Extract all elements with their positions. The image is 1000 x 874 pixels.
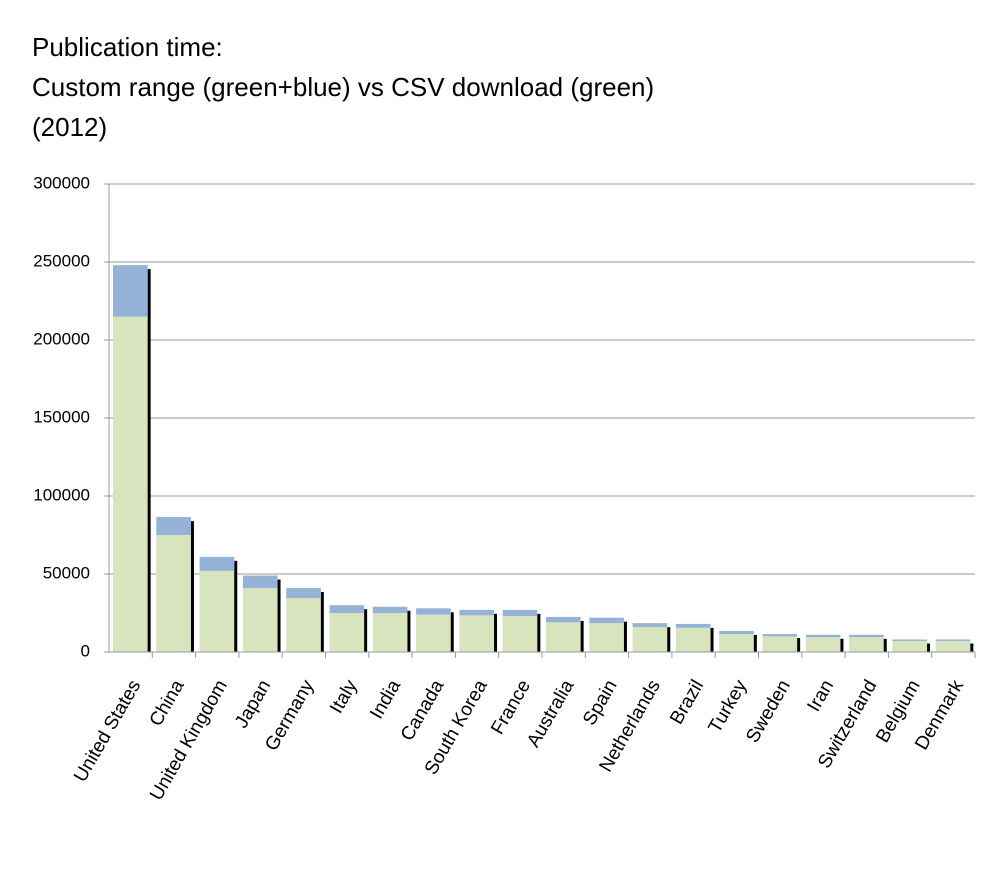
bar-segment [805, 634, 841, 638]
bar-segment [589, 617, 624, 624]
bar-segment [762, 636, 798, 652]
bar-segment [632, 623, 668, 628]
x-tick-label: United States [70, 677, 145, 786]
bar-segment [286, 598, 321, 652]
bar-segment [199, 556, 235, 571]
bar-shadow [927, 643, 931, 652]
y-tick-label: 0 [81, 641, 90, 660]
x-tick-label: Iran [804, 677, 839, 716]
y-tick-label: 250000 [33, 251, 90, 270]
bar-segment [632, 627, 668, 652]
bar-shadow [537, 613, 541, 652]
bar-segment [113, 316, 148, 652]
bar-segment [892, 639, 928, 642]
bar-segment [329, 613, 365, 652]
bar-shadow [623, 621, 627, 652]
x-tick-label: China [146, 676, 189, 730]
y-tick-label: 100000 [33, 485, 90, 504]
bar-shadow [234, 560, 238, 652]
x-tick-label: Japan [231, 677, 275, 732]
bar-shadow [580, 620, 584, 652]
bar-segment [546, 616, 581, 623]
bar-segment [156, 535, 191, 652]
bar-shadow [190, 521, 194, 652]
bar-shadow [450, 612, 454, 652]
bar-shadow [710, 627, 714, 652]
bar-segment [372, 606, 408, 613]
bar-segment [113, 265, 148, 317]
bar-shadow [970, 643, 974, 652]
bar-shadow [883, 638, 887, 652]
bar-shadow [753, 634, 757, 652]
bar-segment [589, 623, 624, 652]
chart-title: Custom range (green+blue) vs CSV downloa… [32, 72, 654, 102]
y-tick-label: 150000 [33, 407, 90, 426]
bar-segment [719, 630, 754, 635]
chart-title: (2012) [32, 112, 107, 142]
bar-segment [242, 575, 278, 589]
bar-shadow [147, 269, 151, 652]
bar-segment [416, 608, 451, 615]
bar-shadow [320, 592, 324, 652]
bar-segment [675, 623, 711, 628]
x-tick-label: Spain [579, 677, 621, 730]
bar-segment [892, 641, 928, 652]
x-tick-label: Italy [326, 676, 362, 717]
bar-segment [675, 627, 711, 652]
bar-segment [502, 616, 538, 652]
y-tick-label: 300000 [33, 173, 90, 192]
bar-segment [849, 634, 884, 638]
bar-segment [849, 637, 884, 652]
bar-shadow [840, 638, 844, 652]
x-tick-label: France [487, 677, 535, 739]
bar-segment [199, 570, 235, 652]
bar-shadow [797, 638, 801, 652]
y-tick-label: 50000 [43, 563, 90, 582]
x-tick-label: Turkey [705, 676, 752, 737]
bar-segment [719, 634, 754, 652]
bar-shadow [667, 627, 671, 652]
bar-shadow [407, 610, 411, 652]
bar-segment [416, 614, 451, 652]
bar-segment [935, 641, 971, 652]
bar-segment [242, 588, 278, 652]
bar-segment [502, 609, 538, 617]
bar-segment [156, 517, 191, 535]
bar-shadow [364, 609, 368, 652]
bar-segment [546, 622, 581, 652]
bar-segment [762, 634, 798, 637]
bar-segment [805, 637, 841, 652]
x-tick-label: Brazil [666, 677, 708, 729]
bar-segment [372, 613, 408, 652]
bar-segment [329, 605, 365, 613]
bar-segment [459, 609, 495, 616]
y-tick-label: 200000 [33, 329, 90, 348]
bar-segment [935, 639, 971, 642]
bar-shadow [277, 579, 281, 652]
chart-title: Publication time: [32, 32, 223, 62]
bar-segment [459, 615, 495, 652]
bar-segment [286, 588, 321, 599]
bar-shadow [494, 613, 498, 652]
x-tick-label: India [366, 676, 405, 723]
